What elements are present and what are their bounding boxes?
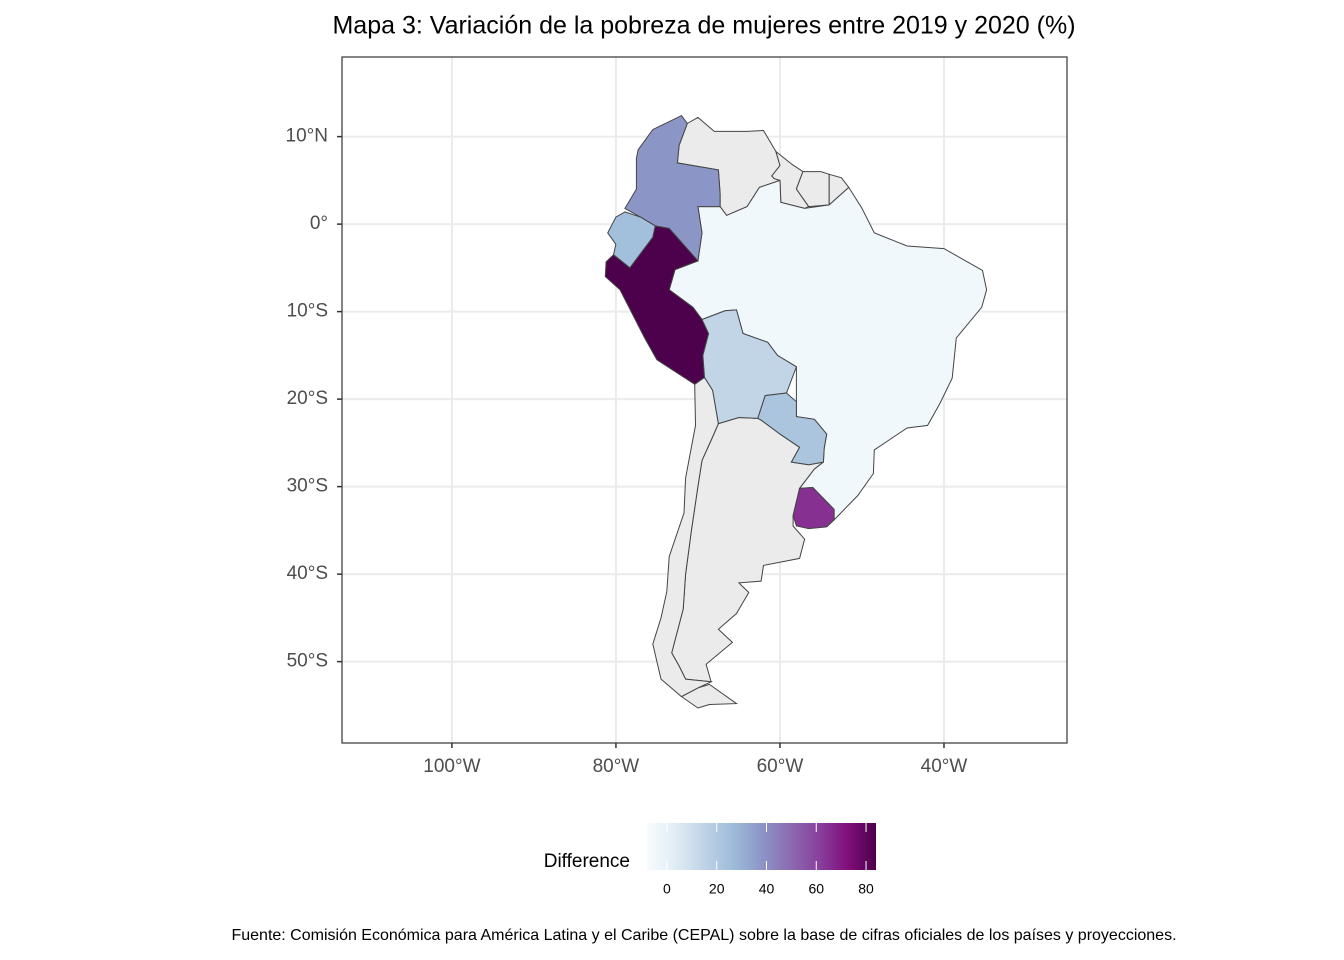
y-tick-label: 10°N	[286, 126, 328, 147]
colorbar-tick-label: 40	[759, 881, 775, 897]
y-tick-label: 50°S	[287, 651, 328, 672]
chart-title: Mapa 3: Variación de la pobreza de mujer…	[332, 12, 1075, 40]
x-tick-label: 100°W	[423, 756, 480, 777]
country	[757, 392, 828, 466]
y-tick-label: 0°	[310, 213, 328, 234]
x-tick-label: 40°W	[921, 756, 968, 777]
colorbar-tick-label: 60	[808, 881, 824, 897]
country	[624, 114, 721, 263]
colorbar-tick-label: 0	[663, 881, 671, 897]
x-tick-label: 80°W	[593, 756, 640, 777]
country	[792, 486, 835, 530]
colorbar	[647, 823, 876, 870]
panel-border	[341, 56, 1068, 744]
legend: 0 20 40 60 80	[647, 823, 876, 897]
colorbar-tick-label: 80	[858, 881, 874, 897]
y-tick-label: 40°S	[287, 563, 328, 584]
source-note: Fuente: Comisión Económica para América …	[231, 927, 1176, 944]
y-tick-label: 30°S	[287, 476, 328, 497]
colorbar-tick-label: 20	[709, 881, 725, 897]
axes: 10°N 0° 10°S 20°S 30°S 40°S 50°S 100°W 80°W 60°W 4…	[286, 126, 968, 777]
land	[604, 114, 988, 709]
y-tick-label: 10°S	[287, 301, 328, 322]
x-tick-label: 60°W	[757, 756, 804, 777]
y-tick-label: 20°S	[287, 388, 328, 409]
country-no-data	[652, 376, 719, 698]
legend-title: Difference	[544, 851, 630, 872]
